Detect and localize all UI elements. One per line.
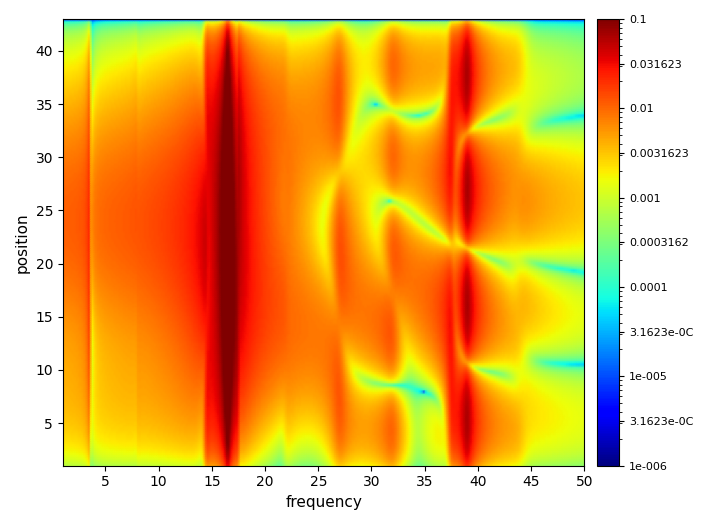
Y-axis label: position: position [15, 212, 30, 272]
X-axis label: frequency: frequency [285, 495, 362, 510]
